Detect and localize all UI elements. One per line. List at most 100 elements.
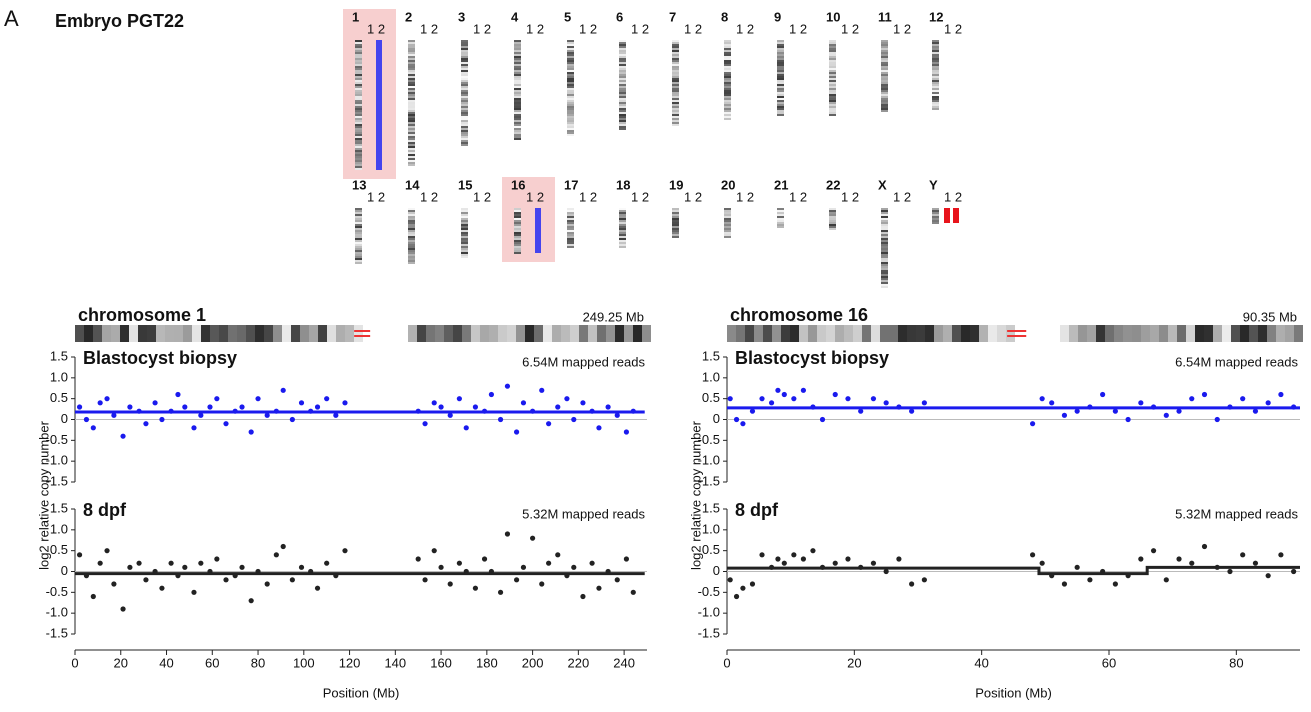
ideogram-band [619, 76, 626, 78]
ideogram-band [777, 78, 784, 80]
chromosome-name: 17 [564, 177, 578, 192]
y-tick-label: -1.5 [46, 625, 68, 640]
ideogram-band [881, 242, 888, 244]
ideogram-band [829, 92, 836, 94]
ideogram-band [619, 74, 626, 76]
ideogram-band [881, 260, 888, 262]
ideogram-band [619, 236, 626, 238]
ideogram-band [777, 52, 784, 54]
ideogram-band [881, 46, 888, 48]
y-tick-label: 1.0 [50, 521, 68, 536]
ideogram-band [853, 325, 862, 342]
ideogram-band [1150, 325, 1159, 342]
ideogram-band [408, 42, 415, 44]
annotation: 5.32M mapped reads [522, 506, 645, 521]
ideogram-band [672, 106, 679, 108]
ideogram-band [567, 110, 574, 112]
ideogram-band [355, 134, 362, 136]
data-point [97, 560, 103, 566]
ideogram-band [461, 100, 468, 102]
ideogram-band [355, 220, 362, 222]
ideogram-band [871, 325, 880, 342]
ideogram-band [408, 138, 415, 140]
ideogram-band [355, 250, 362, 252]
ideogram-band [408, 230, 415, 232]
ideogram-band [408, 96, 415, 98]
ideogram-band [514, 104, 521, 106]
ideogram-band [345, 325, 354, 342]
ideogram-band [514, 232, 521, 234]
ideogram-band [355, 150, 362, 152]
ideogram-band [881, 102, 888, 104]
ideogram-band [480, 325, 489, 342]
ideogram-band [408, 252, 415, 254]
data-point [909, 408, 915, 414]
ideogram-band [461, 54, 468, 56]
data-point [497, 589, 504, 595]
y-tick-label: 1.5 [50, 500, 68, 515]
ideogram-band [916, 325, 925, 342]
ideogram-band [567, 70, 574, 72]
ideogram-band [408, 218, 415, 220]
ideogram-band [355, 102, 362, 104]
data-point [127, 404, 133, 410]
ideogram-band [932, 48, 939, 50]
ideogram-band [881, 52, 888, 54]
ideogram-band [355, 90, 362, 92]
ideogram-band [829, 102, 836, 104]
ideogram-band [724, 92, 731, 94]
ideogram-band [619, 96, 626, 98]
ideogram-band [777, 50, 784, 52]
ideogram-band [461, 42, 468, 44]
ideogram-band [925, 325, 934, 342]
ideogram-band [790, 325, 799, 342]
ideogram-band [567, 58, 574, 60]
ideogram-band [461, 140, 468, 142]
ideogram-band [156, 325, 165, 342]
ideogram-band [777, 214, 784, 216]
ideogram-band [724, 78, 731, 80]
ideogram-band [567, 84, 574, 86]
ideogram-band [829, 70, 836, 72]
ideogram-band [777, 210, 784, 212]
ideogram-band [777, 220, 784, 222]
ideogram-band [777, 48, 784, 50]
ideogram-band [408, 94, 415, 96]
ideogram-band [408, 122, 415, 124]
data-point [1252, 560, 1259, 566]
data-point [733, 416, 740, 423]
ideogram-band [777, 60, 784, 62]
annotation: 5.32M mapped reads [1175, 506, 1298, 521]
ideogram-band [408, 132, 415, 134]
ideogram-band [932, 66, 939, 68]
ideogram-band [672, 230, 679, 232]
ideogram-band [355, 94, 362, 96]
ideogram-band [724, 70, 731, 72]
chart-title: Blastocyst biopsy [83, 348, 237, 368]
data-point [596, 585, 602, 591]
ideogram-band [881, 252, 888, 254]
ideogram-band [1195, 325, 1204, 342]
ideogram-band [461, 84, 468, 86]
ideogram-band [567, 116, 574, 118]
ideogram-band [408, 82, 415, 84]
ideogram-band [777, 82, 784, 84]
ideogram-band [355, 56, 362, 58]
ideogram-band [829, 98, 836, 100]
data-point [198, 560, 204, 566]
ideogram-band [408, 228, 415, 230]
ideogram-band [672, 212, 679, 214]
ideogram-band [619, 100, 626, 102]
ideogram-band [567, 44, 574, 46]
data-point [264, 581, 270, 587]
ideogram-band [932, 42, 939, 44]
copy-label: 1 2 [631, 21, 649, 36]
ideogram-band [355, 222, 362, 224]
ideogram-band [672, 40, 679, 42]
ideogram-band [619, 58, 626, 60]
ideogram-band [724, 102, 731, 104]
ideogram-band [724, 220, 731, 222]
ideogram-band [408, 262, 415, 264]
ideogram-band [111, 325, 120, 342]
data-point [520, 400, 527, 406]
